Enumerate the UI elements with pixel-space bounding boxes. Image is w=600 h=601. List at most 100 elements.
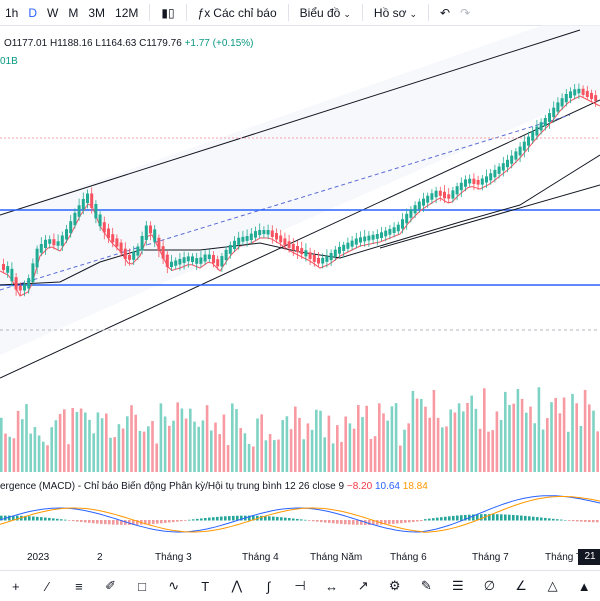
bracket-icon[interactable]: ⊣ [294,578,306,593]
forecast-icon[interactable]: ⚙ [388,578,401,593]
candle-body [518,146,522,156]
volume-bar [567,431,570,472]
chevron-down-icon: ⌄ [409,8,417,19]
interval-w[interactable]: W [47,5,59,20]
volume-bar [537,387,541,472]
candle-body [35,248,39,268]
volume-bar [583,389,587,472]
candle-body [212,255,215,264]
macd-hist-bar [156,520,159,524]
macd-hist-bar [500,514,503,521]
profile-menu-button[interactable]: Hồ sơ ⌄ [369,6,422,20]
candle-body [401,219,404,229]
macd-hist-bar [204,518,207,521]
macd-hist-bar [80,520,83,523]
price-chart[interactable] [0,25,600,545]
macd-hist-bar [216,516,219,521]
redo-icon[interactable]: ↷ [460,5,471,20]
pattern-icon[interactable]: ⋀ [231,578,243,593]
macd-hist-bar [72,520,75,522]
candles-icon[interactable]: ▮▯ [161,5,175,20]
magnet-icon[interactable]: ∅ [483,578,496,593]
lock-icon[interactable]: ∠ [515,578,527,593]
macd-hist-bar [296,518,299,521]
macd-legend: ergence (MACD) - Chỉ báo Biến động Phân … [0,481,428,492]
macd-hist-bar [528,516,531,521]
abc-icon[interactable]: ∫ [266,578,271,594]
volume-bar [466,402,469,472]
trash-icon[interactable]: ▲ [577,578,591,594]
x-tick: Tháng T [545,552,583,563]
candle-body [329,252,333,261]
indicators-button[interactable]: ƒx Các chỉ báo [193,6,282,20]
interval-3m[interactable]: 3M [88,5,106,20]
volume-bar [201,420,205,472]
rect-icon[interactable]: □ [138,578,147,594]
macd-hist-bar [200,518,203,521]
text-icon[interactable]: T [201,578,210,594]
divider [361,4,363,21]
indicators-label: Các chỉ báo [213,5,277,20]
macd-hist-bar [584,520,587,522]
path-icon[interactable]: ∿ [168,578,180,593]
candle-body [556,102,560,112]
brush-icon[interactable]: ✐ [105,578,116,593]
macd-hist-bar [252,515,255,521]
zoom-icon[interactable]: ☰ [452,578,464,593]
line-icon[interactable]: ∕ [46,578,49,594]
candle-body [136,246,140,256]
volume-bar [147,426,150,472]
eye-icon[interactable]: △ [547,578,558,593]
interval-d[interactable]: D [28,5,38,20]
macd-hist-bar [504,514,507,521]
macd-hist-bar [372,520,375,525]
range-icon[interactable]: ↔ [325,578,339,594]
candle-body [426,195,430,203]
macd-hist-bar [288,518,291,521]
macd-hist-bar [60,519,63,521]
volume-bar [592,410,595,472]
cursor-icon[interactable]: + [11,578,20,594]
fib-icon[interactable]: ≡ [75,578,83,594]
macd-hist-bar [456,515,459,521]
macd-hist-bar [132,520,135,525]
volume-bar [407,423,410,472]
candle-body [275,233,278,240]
macd-hist-bar [448,516,451,521]
volume-bar [596,431,599,472]
candle-body [346,242,350,249]
volume-legend: 01B [0,56,18,67]
candle-body [128,255,131,260]
chart-menu-button[interactable]: Biểu đồ ⌄ [295,6,356,20]
ruler-icon[interactable]: ✎ [420,578,432,593]
volume-bar [411,390,415,472]
candles [2,83,598,297]
candle-body [216,259,220,267]
volume-bar [487,431,490,472]
candle-body [455,186,459,195]
volume-bar [277,439,280,472]
macd-hist-bar [104,520,107,525]
pin-icon[interactable]: ↗ [357,578,369,593]
candle-body [102,222,106,233]
candle-body [161,246,165,259]
interval-m[interactable]: M [68,5,79,20]
volume-bar [462,411,465,472]
macd-hist-bar [208,517,211,521]
volume-bar [436,417,440,472]
macd-hist-bar [128,520,131,525]
macd-hist-bar [564,519,567,521]
candle-body [522,141,526,151]
candle-body [90,193,94,208]
interval-12m[interactable]: 12M [115,5,139,20]
macd-hist-bar [508,514,511,521]
volume-bar [117,424,121,472]
macd-hist-bar [212,517,215,521]
candle-body [65,229,68,240]
top-toolbar: 1h D W M 3M 12M ▮▯ ƒx Các chỉ báo Biểu đồ… [0,0,600,26]
macd-hist-bar [536,517,539,521]
macd-hist-bar [432,518,435,521]
volume-bar [579,425,583,472]
undo-icon[interactable]: ↶ [440,5,451,20]
interval-1h[interactable]: 1h [5,5,19,20]
